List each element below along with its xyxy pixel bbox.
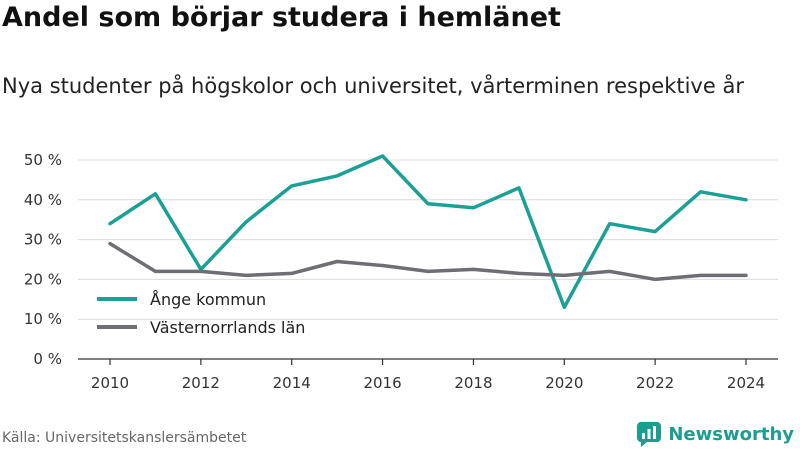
x-tick-label: 2020 xyxy=(545,374,583,392)
chart-title: Andel som börjar studera i hemlänet xyxy=(2,2,561,33)
legend-label: Ånge kommun xyxy=(150,290,266,309)
y-tick-label: 20 % xyxy=(24,270,62,288)
y-tick-label: 40 % xyxy=(24,191,62,209)
legend-label: Västernorrlands län xyxy=(150,318,305,337)
x-tick-label: 2010 xyxy=(91,374,129,392)
x-tick-label: 2024 xyxy=(727,374,765,392)
x-tick-label: 2014 xyxy=(273,374,311,392)
x-tick-label: 2022 xyxy=(636,374,674,392)
y-tick-label: 50 % xyxy=(24,151,62,169)
x-tick-label: 2018 xyxy=(454,374,492,392)
series-lines xyxy=(108,154,748,310)
brand-name: Newsworthy xyxy=(668,423,794,445)
y-tick-label: 0 % xyxy=(33,350,62,368)
line-chart: 0 % 10 % 20 % 30 % 40 % 50 % 2010 2012 2014 2016… xyxy=(24,151,778,392)
series-line-1 xyxy=(108,241,748,282)
x-tick-label: 2016 xyxy=(363,374,401,392)
series-line-0 xyxy=(108,154,748,310)
newsworthy-logo-icon xyxy=(637,422,662,447)
brand-logo: Newsworthy xyxy=(636,420,794,448)
y-axis-tick-labels: 0 % 10 % 20 % 30 % 40 % 50 % xyxy=(24,151,62,368)
legend: Ånge kommun Västernorrlands län xyxy=(97,290,305,337)
x-axis-tick-labels: 2010 2012 2014 2016 2018 2020 2022 2024 xyxy=(91,374,765,392)
x-tick-label: 2012 xyxy=(182,374,220,392)
chart-subtitle: Nya studenter på högskolor och universit… xyxy=(2,74,744,98)
y-tick-label: 10 % xyxy=(24,310,62,328)
x-axis xyxy=(78,358,778,365)
source-note: Källa: Universitetskanslersämbetet xyxy=(2,430,247,446)
y-tick-label: 30 % xyxy=(24,231,62,249)
